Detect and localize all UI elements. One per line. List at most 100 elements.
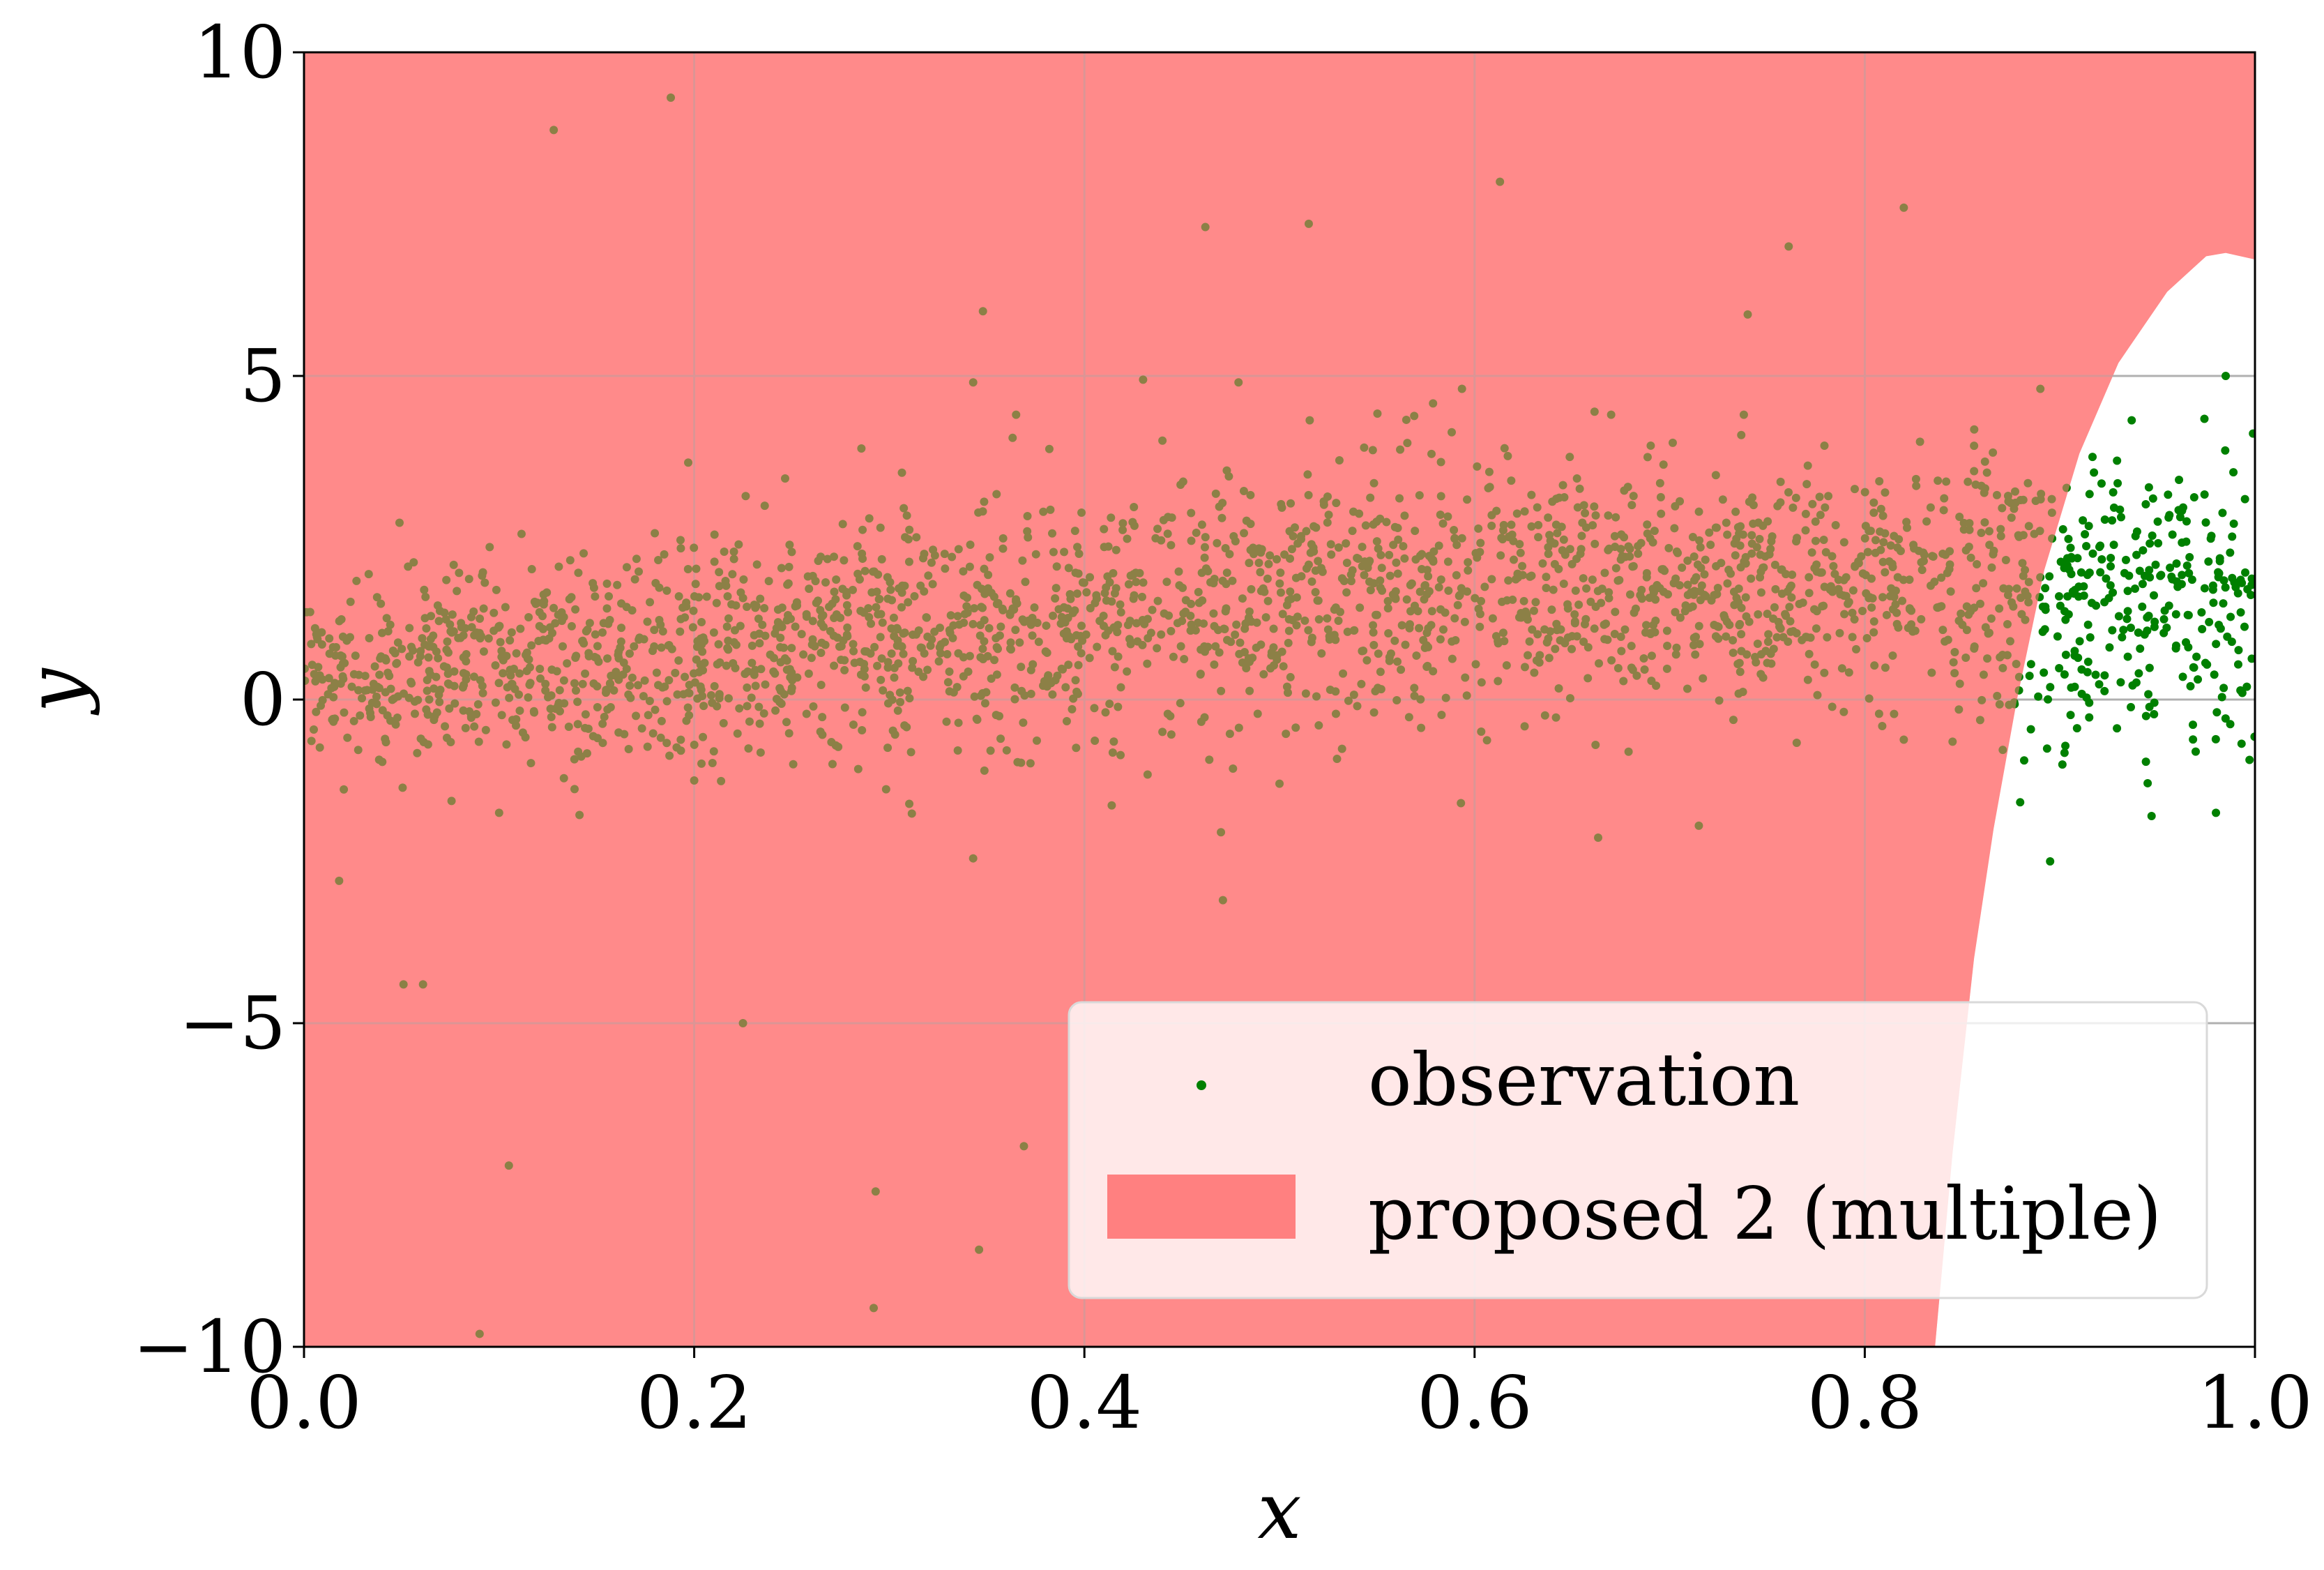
data-point — [2178, 506, 2187, 515]
data-point — [2085, 713, 2094, 722]
data-point — [2226, 548, 2235, 557]
data-point — [2040, 625, 2049, 634]
x-tick-label: 0.2 — [637, 1360, 752, 1445]
data-point — [2114, 612, 2123, 621]
legend-observation-dot — [1197, 1080, 1206, 1090]
data-point — [2125, 571, 2134, 580]
data-point — [2072, 724, 2081, 733]
data-point — [2141, 757, 2150, 767]
data-point — [2215, 554, 2224, 563]
data-point — [2147, 812, 2156, 821]
data-point — [2212, 808, 2221, 817]
data-point — [2040, 668, 2049, 677]
data-point — [2122, 614, 2132, 624]
data-point — [2138, 580, 2147, 589]
data-point — [2229, 519, 2238, 528]
data-point — [2149, 591, 2158, 600]
data-point — [2237, 739, 2246, 748]
y-tick-label: 10 — [194, 10, 286, 95]
data-point — [2055, 663, 2064, 672]
data-point — [2109, 541, 2118, 550]
data-point — [2187, 575, 2196, 584]
data-point — [2226, 720, 2235, 729]
x-tick-label: 1.0 — [2197, 1360, 2312, 1445]
data-point — [2096, 568, 2105, 577]
data-point — [2145, 663, 2154, 672]
x-axis-label: x — [1257, 1466, 1301, 1557]
data-point — [2081, 530, 2090, 539]
data-point — [2222, 372, 2231, 380]
y-tick-label: −5 — [179, 981, 286, 1066]
data-point — [2221, 446, 2230, 455]
data-point — [2026, 725, 2035, 734]
data-point — [2088, 549, 2097, 558]
data-point — [2206, 534, 2215, 543]
data-point — [2113, 724, 2122, 733]
data-point — [2096, 541, 2105, 550]
data-point — [2061, 741, 2070, 750]
data-point — [2116, 505, 2125, 514]
data-point — [2060, 670, 2069, 679]
data-point — [2106, 553, 2116, 562]
data-point — [2150, 617, 2159, 626]
data-point — [2127, 416, 2136, 425]
data-point — [2109, 488, 2118, 497]
data-point — [2041, 584, 2050, 593]
data-point — [2217, 693, 2226, 702]
data-point — [2141, 711, 2150, 720]
data-point — [2247, 590, 2255, 599]
data-point — [2211, 734, 2220, 744]
data-point — [2233, 660, 2242, 669]
data-point — [2241, 568, 2250, 577]
data-point — [2144, 611, 2153, 620]
data-point — [2185, 552, 2194, 561]
data-point — [2144, 690, 2153, 699]
data-point — [2066, 711, 2075, 720]
y-tick-label: −10 — [133, 1304, 286, 1389]
data-point — [2240, 622, 2249, 631]
y-tick-label: 5 — [240, 333, 286, 418]
data-point — [2026, 660, 2035, 669]
data-point — [2044, 695, 2053, 704]
data-point — [2118, 633, 2127, 642]
data-point — [2159, 614, 2169, 624]
data-point — [2091, 670, 2100, 679]
data-point — [2046, 857, 2055, 866]
data-point — [2200, 490, 2209, 499]
data-point — [2236, 575, 2245, 584]
data-point — [2175, 513, 2185, 522]
data-point — [2074, 582, 2083, 591]
data-point — [2145, 539, 2155, 548]
data-point — [2151, 560, 2160, 569]
data-point — [2106, 562, 2115, 571]
data-point — [2134, 669, 2143, 678]
data-point — [2061, 650, 2070, 659]
data-point — [2234, 646, 2243, 655]
data-point — [2108, 626, 2117, 635]
data-point — [2070, 651, 2079, 660]
data-point — [2171, 641, 2180, 650]
data-point — [2083, 657, 2093, 666]
data-point — [2228, 532, 2237, 541]
x-tick-label: 0.6 — [1417, 1360, 1532, 1445]
data-point — [2058, 524, 2067, 534]
data-point — [2164, 601, 2173, 610]
data-point — [2075, 637, 2084, 646]
data-point — [2186, 681, 2195, 690]
data-point — [2097, 479, 2106, 488]
data-point — [2082, 542, 2091, 551]
data-point — [2191, 747, 2200, 756]
data-point — [2200, 414, 2209, 423]
data-point — [2116, 513, 2125, 522]
data-point — [2166, 563, 2175, 572]
data-point — [2189, 735, 2198, 744]
data-point — [2132, 550, 2141, 559]
data-point — [2113, 456, 2122, 465]
data-point — [2088, 453, 2097, 462]
data-point — [2123, 607, 2132, 616]
data-point — [2139, 546, 2148, 555]
data-point — [2218, 508, 2227, 518]
data-point — [2060, 748, 2069, 757]
data-point — [2058, 760, 2067, 769]
data-point — [2208, 585, 2217, 594]
